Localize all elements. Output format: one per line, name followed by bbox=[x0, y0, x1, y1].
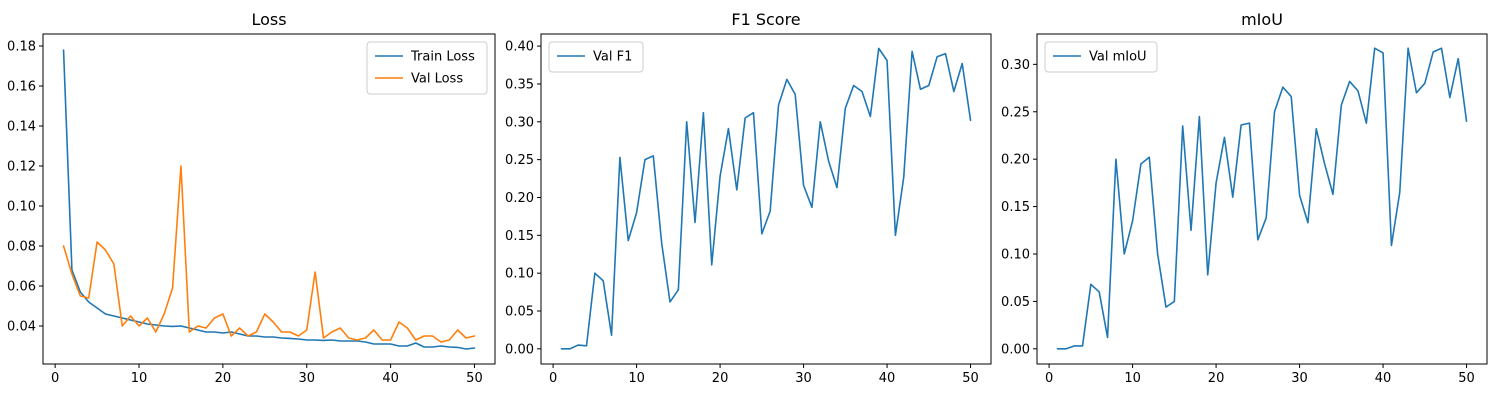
miou-x-tick-label: 30 bbox=[1291, 371, 1308, 386]
f1-y-tick-label: 0.00 bbox=[505, 342, 534, 357]
miou-legend-label: Val mIoU bbox=[1089, 50, 1147, 65]
f1-x-tick-label: 20 bbox=[712, 371, 729, 386]
loss-legend-label: Val Loss bbox=[411, 72, 463, 87]
loss-series-2-line bbox=[62, 165, 476, 343]
miou-x-tick-label: 40 bbox=[1375, 371, 1392, 386]
loss-y-tick-label: 0.12 bbox=[7, 160, 36, 175]
loss-x-tick-label: 0 bbox=[51, 371, 59, 386]
loss-y-tick-label: 0.10 bbox=[7, 200, 36, 215]
miou-x-tick-label: 50 bbox=[1458, 371, 1475, 386]
loss-x-tick-label: 20 bbox=[215, 371, 232, 386]
miou-legend: Val mIoU bbox=[1044, 41, 1158, 73]
f1-score-chart: F1 Score 0 10 20 30 40 50 0.00 0.05 0.10 0.15 0.20 0… bbox=[505, 10, 992, 386]
miou-y-tick-label: 0.05 bbox=[1001, 295, 1030, 310]
miou-plot-frame bbox=[1036, 33, 1488, 365]
f1-legend: Val F1 bbox=[548, 41, 644, 73]
f1-x-tick-label: 0 bbox=[549, 371, 557, 386]
f1-y-tick-label: 0.20 bbox=[505, 191, 534, 206]
miou-y-tick-label: 0.15 bbox=[1001, 200, 1030, 215]
miou-x-tick-label: 10 bbox=[1124, 371, 1141, 386]
loss-plot-frame bbox=[42, 33, 496, 365]
f1-x-tick-label: 30 bbox=[795, 371, 812, 386]
loss-series-1-line bbox=[62, 49, 476, 350]
f1-x-tick-label: 50 bbox=[962, 371, 979, 386]
miou-y-tick-label: 0.10 bbox=[1001, 248, 1030, 263]
f1-title: F1 Score bbox=[731, 10, 800, 29]
loss-y-tick-label: 0.18 bbox=[7, 40, 36, 55]
f1-y-tick-label: 0.05 bbox=[505, 305, 534, 320]
f1-y-tick-label: 0.25 bbox=[505, 153, 534, 168]
miou-y-tick-label: 0.30 bbox=[1001, 58, 1030, 73]
f1-plot-frame bbox=[540, 33, 992, 365]
loss-x-tick-label: 40 bbox=[382, 371, 399, 386]
miou-y-tick-label: 0.00 bbox=[1001, 342, 1030, 357]
miou-x-tick-label: 20 bbox=[1208, 371, 1225, 386]
miou-legend-box bbox=[1044, 41, 1158, 73]
f1-y-tick-label: 0.10 bbox=[505, 267, 534, 282]
f1-legend-label: Val F1 bbox=[593, 50, 632, 65]
f1-x-tick-label: 40 bbox=[879, 371, 896, 386]
loss-y-tick-label: 0.08 bbox=[7, 240, 36, 255]
f1-legend-box bbox=[548, 41, 644, 73]
f1-series-1-line bbox=[560, 47, 972, 350]
f1-y-tick-label: 0.35 bbox=[505, 77, 534, 92]
f1-y-tick-label: 0.15 bbox=[505, 229, 534, 244]
loss-legend-box bbox=[366, 41, 488, 95]
f1-x-tick-label: 10 bbox=[628, 371, 645, 386]
miou-x-tick-label: 0 bbox=[1045, 371, 1053, 386]
f1-y-tick-label: 0.30 bbox=[505, 115, 534, 130]
miou-y-tick-label: 0.25 bbox=[1001, 105, 1030, 120]
miou-y-tick-label: 0.20 bbox=[1001, 153, 1030, 168]
f1-y-tick-label: 0.40 bbox=[505, 40, 534, 55]
loss-x-tick-label: 10 bbox=[131, 371, 148, 386]
loss-y-tick-label: 0.16 bbox=[7, 80, 36, 95]
miou-series-1-line bbox=[1056, 47, 1468, 350]
loss-legend-label: Train Loss bbox=[410, 50, 475, 65]
loss-x-tick-label: 30 bbox=[298, 371, 315, 386]
loss-y-tick-label: 0.14 bbox=[7, 120, 36, 135]
loss-y-tick-label: 0.06 bbox=[7, 280, 36, 295]
loss-y-tick-label: 0.04 bbox=[7, 320, 36, 335]
loss-x-tick-label: 50 bbox=[466, 371, 483, 386]
loss-chart: Loss 0 10 20 30 40 50 0.04 0.06 0.08 0.10 0.12 0.14 0… bbox=[7, 10, 496, 386]
miou-chart: mIoU 0 10 20 30 40 50 0.00 0.05 0.10 0.15 0.20 0.25 0… bbox=[1001, 10, 1488, 386]
miou-title: mIoU bbox=[1241, 10, 1283, 29]
loss-title: Loss bbox=[251, 10, 286, 29]
loss-legend: Train Loss Val Loss bbox=[366, 41, 488, 95]
